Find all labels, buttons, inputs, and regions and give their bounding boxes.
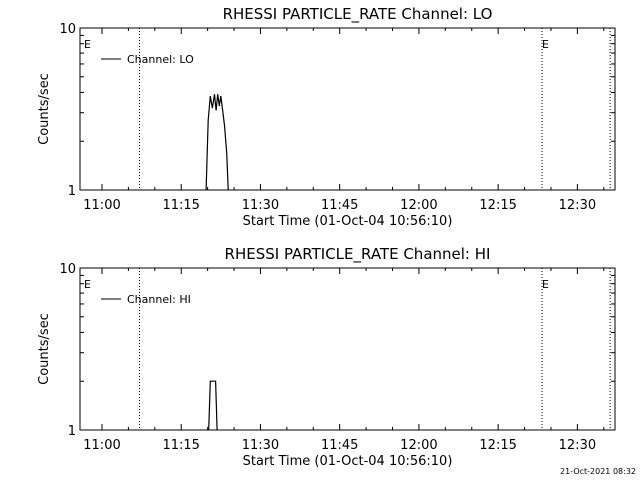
p1-x-tick-label: 11:45 <box>321 198 358 213</box>
p1-chart-title: RHESSI PARTICLE_RATE Channel: LO <box>223 5 493 24</box>
p2-x-tick-label: 11:00 <box>83 438 120 453</box>
p1-y-tick-label: 1 <box>68 184 76 199</box>
p2-series-line <box>208 380 218 431</box>
p1-x-tick-label: 12:15 <box>479 198 516 213</box>
p1-x-tick-label: 12:30 <box>559 198 596 213</box>
p2-legend-label: Channel: HI <box>127 293 191 306</box>
p1-x-tick-label: 12:00 <box>400 198 437 213</box>
p2-marker-label: E <box>84 278 91 291</box>
p1-marker-label: E <box>84 38 91 51</box>
footer-timestamp: 21-Oct-2021 08:32 <box>560 467 636 476</box>
p2-y-tick-label: 10 <box>59 262 76 277</box>
p1-marker-label: E <box>542 38 549 51</box>
p2-x-tick-label: 12:00 <box>400 438 437 453</box>
p2-y-tick-label: 1 <box>68 424 76 439</box>
p1-x-axis-label: Start Time (01-Oct-04 10:56:10) <box>243 214 453 229</box>
p1-x-tick-label: 11:30 <box>242 198 279 213</box>
p2-x-axis-label: Start Time (01-Oct-04 10:56:10) <box>243 454 453 469</box>
p2-chart-title: RHESSI PARTICLE_RATE Channel: HI <box>225 245 491 264</box>
p2-x-tick-label: 11:15 <box>162 438 199 453</box>
p2-x-tick-label: 11:30 <box>242 438 279 453</box>
p1-x-tick-label: 11:15 <box>162 198 199 213</box>
p1-plot-frame <box>79 27 616 191</box>
p2-x-tick-label: 12:15 <box>479 438 516 453</box>
p2-x-tick-label: 11:45 <box>321 438 358 453</box>
p1-legend-label: Channel: LO <box>127 53 194 66</box>
p1-series-line <box>205 94 229 191</box>
p2-plot-frame <box>79 267 616 431</box>
p2-x-tick-label: 12:30 <box>559 438 596 453</box>
p1-y-tick-label: 10 <box>59 22 76 37</box>
p2-marker-label: E <box>542 278 549 291</box>
p1-y-axis-label: Counts/sec <box>37 73 52 145</box>
p1-x-tick-label: 11:00 <box>83 198 120 213</box>
p2-y-axis-label: Counts/sec <box>37 313 52 385</box>
